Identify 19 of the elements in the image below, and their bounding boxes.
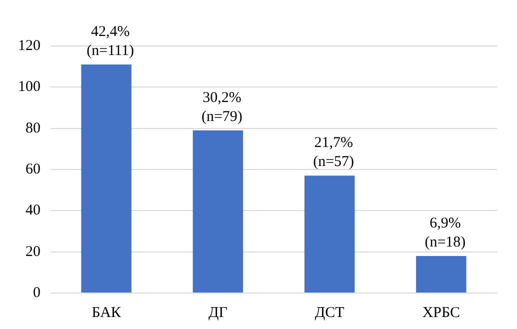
x-tick-label: БАК xyxy=(92,304,122,321)
data-label: 30,2% (n=79) xyxy=(201,90,242,125)
x-tick-label: ХРБС xyxy=(422,304,460,321)
bar xyxy=(192,130,244,292)
y-tick-label: 80 xyxy=(26,120,40,136)
x-tick-label: ДГ xyxy=(208,304,228,321)
y-tick-label: 60 xyxy=(26,161,40,178)
bar xyxy=(416,256,466,292)
y-tick-label: 120 xyxy=(18,38,40,54)
bar xyxy=(304,176,355,292)
data-label: 21,7% (n=57) xyxy=(313,135,354,170)
x-tick-label: ДСТ xyxy=(314,304,344,321)
data-label: 6,9% (n=18) xyxy=(424,215,466,250)
y-tick-label: 20 xyxy=(26,244,40,260)
data-label: 42,4% (n=111) xyxy=(86,24,134,59)
y-tick-label: 100 xyxy=(18,79,40,96)
y-tick-label: 40 xyxy=(26,202,40,219)
bar xyxy=(81,64,132,292)
y-tick-label: 0 xyxy=(33,284,40,301)
